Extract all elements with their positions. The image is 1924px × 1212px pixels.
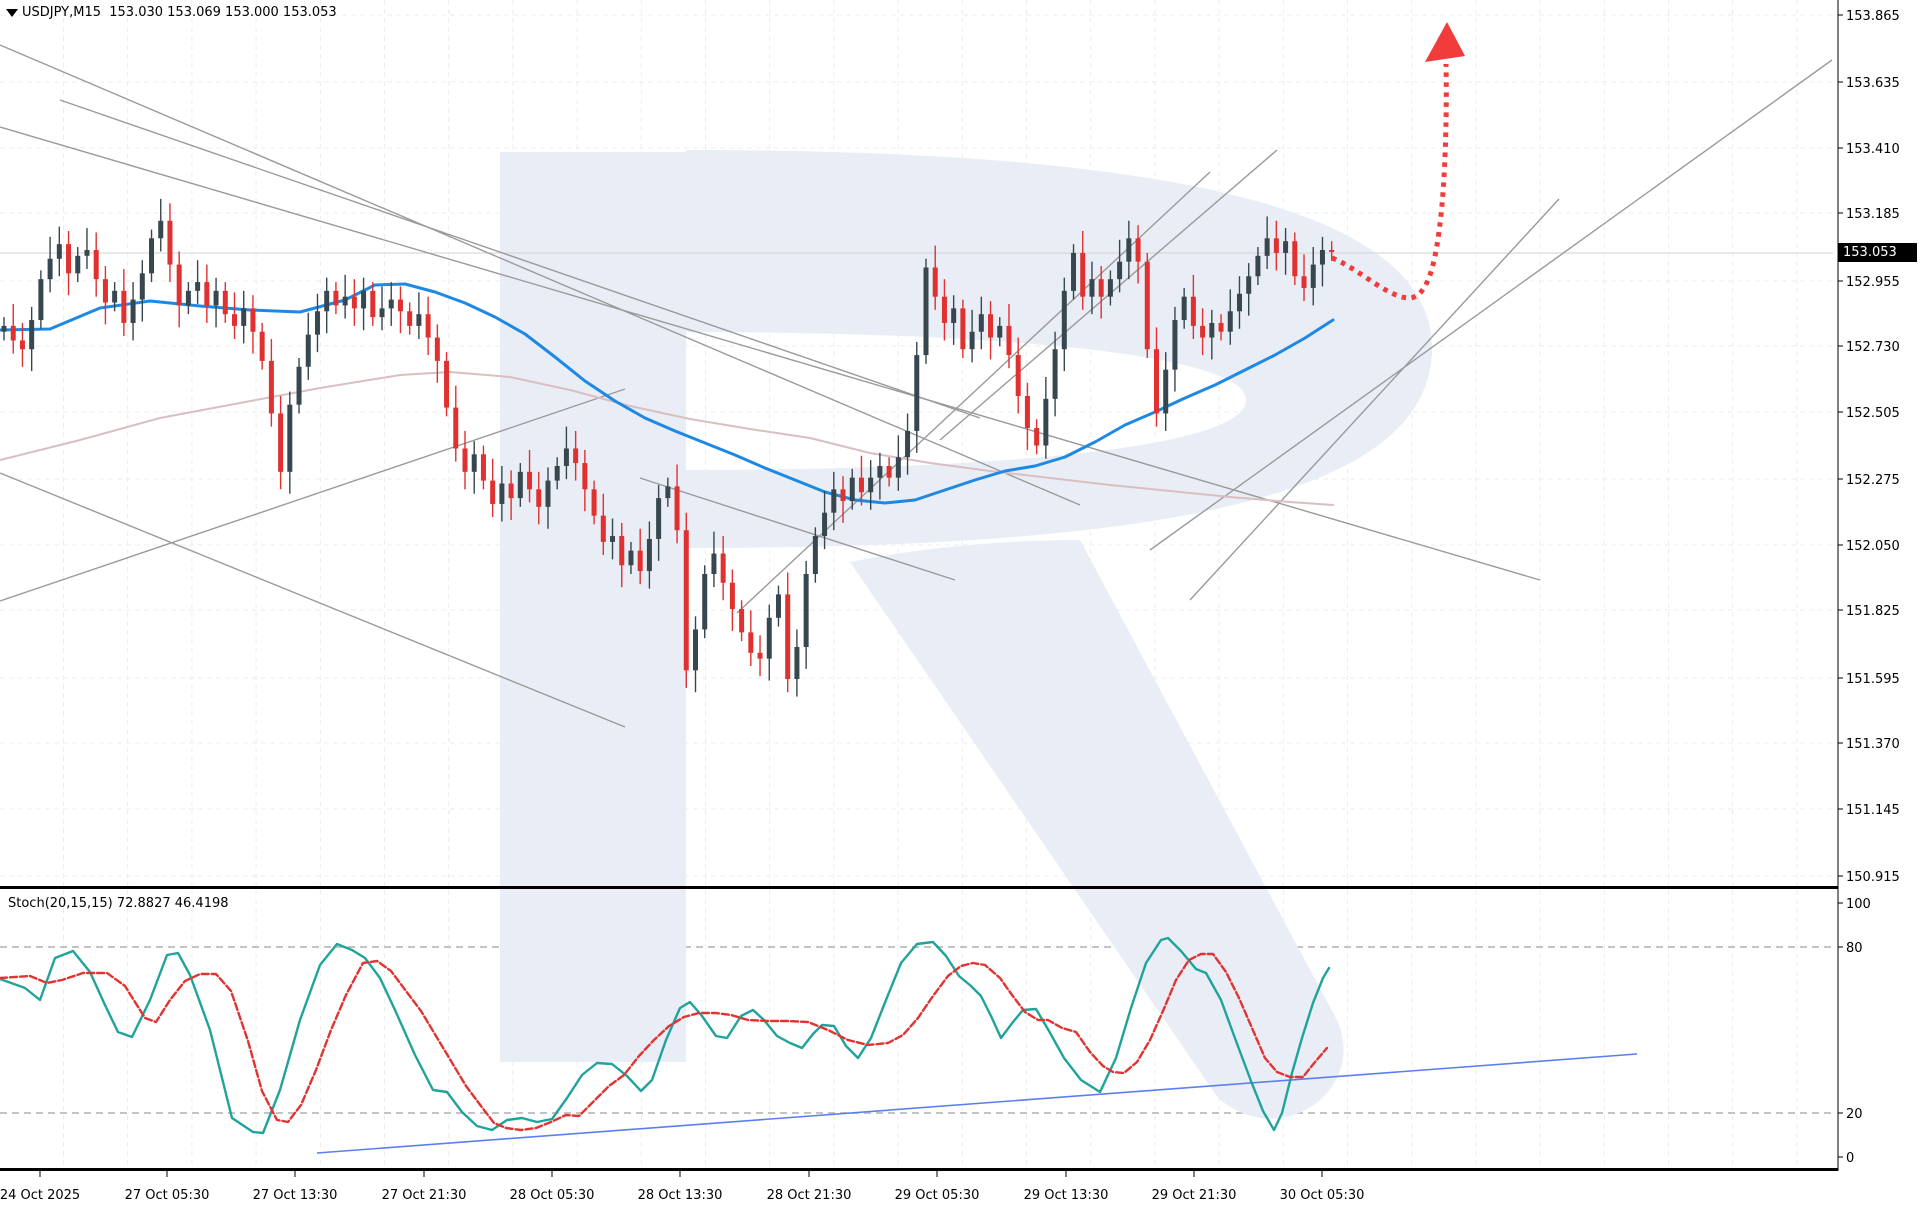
svg-text:24 Oct 2025: 24 Oct 2025: [0, 1188, 80, 1203]
svg-text:28 Oct 13:30: 28 Oct 13:30: [638, 1188, 723, 1203]
svg-text:30 Oct 05:30: 30 Oct 05:30: [1280, 1188, 1365, 1203]
stoch-indicator-label: Stoch(20,15,15) 72.8827 46.4198: [8, 896, 229, 911]
svg-text:151.145: 151.145: [1846, 803, 1900, 818]
svg-text:153.410: 153.410: [1846, 142, 1900, 157]
symbol-title: USDJPY,M15 153.030 153.069 153.000 153.0…: [22, 5, 337, 20]
svg-text:151.370: 151.370: [1846, 737, 1900, 752]
panel-borders: [0, 0, 1839, 1171]
svg-text:152.505: 152.505: [1846, 406, 1900, 421]
svg-text:27 Oct 21:30: 27 Oct 21:30: [382, 1188, 467, 1203]
svg-text:152.050: 152.050: [1846, 539, 1900, 554]
forecast-arrow: [1331, 22, 1465, 301]
price-axis[interactable]: 153.865 153.635 153.410 153.185 152.955 152.7…: [1838, 9, 1900, 1166]
candles-layer: [1, 198, 1335, 697]
watermark-logo: [500, 150, 1432, 1119]
svg-text:153.635: 153.635: [1846, 76, 1900, 91]
svg-text:152.730: 152.730: [1846, 340, 1900, 355]
svg-text:100: 100: [1846, 897, 1871, 912]
svg-text:152.955: 152.955: [1846, 275, 1900, 290]
current-price-tag: 153.053: [1838, 243, 1917, 262]
symbol-dropdown-icon[interactable]: [6, 9, 18, 17]
svg-text:27 Oct 05:30: 27 Oct 05:30: [125, 1188, 210, 1203]
svg-text:151.825: 151.825: [1846, 604, 1900, 619]
svg-text:0: 0: [1846, 1151, 1854, 1166]
svg-text:27 Oct 13:30: 27 Oct 13:30: [253, 1188, 338, 1203]
svg-text:20: 20: [1846, 1107, 1863, 1122]
time-axis[interactable]: 24 Oct 2025 27 Oct 05:30 27 Oct 13:30 27 Oc…: [0, 1171, 1364, 1203]
svg-text:151.595: 151.595: [1846, 672, 1900, 687]
svg-text:152.275: 152.275: [1846, 473, 1900, 488]
svg-text:29 Oct 13:30: 29 Oct 13:30: [1024, 1188, 1109, 1203]
svg-text:29 Oct 05:30: 29 Oct 05:30: [895, 1188, 980, 1203]
stoch-layer: [0, 936, 1638, 1154]
svg-text:80: 80: [1846, 941, 1863, 956]
ma-slow-line: [0, 371, 1334, 506]
svg-text:29 Oct 21:30: 29 Oct 21:30: [1152, 1188, 1237, 1203]
svg-text:28 Oct 05:30: 28 Oct 05:30: [510, 1188, 595, 1203]
svg-text:153.865: 153.865: [1846, 9, 1900, 24]
svg-text:150.915: 150.915: [1846, 870, 1900, 885]
svg-text:153.185: 153.185: [1846, 207, 1900, 222]
svg-text:28 Oct 21:30: 28 Oct 21:30: [767, 1188, 852, 1203]
ma-fast-line: [0, 282, 1335, 505]
